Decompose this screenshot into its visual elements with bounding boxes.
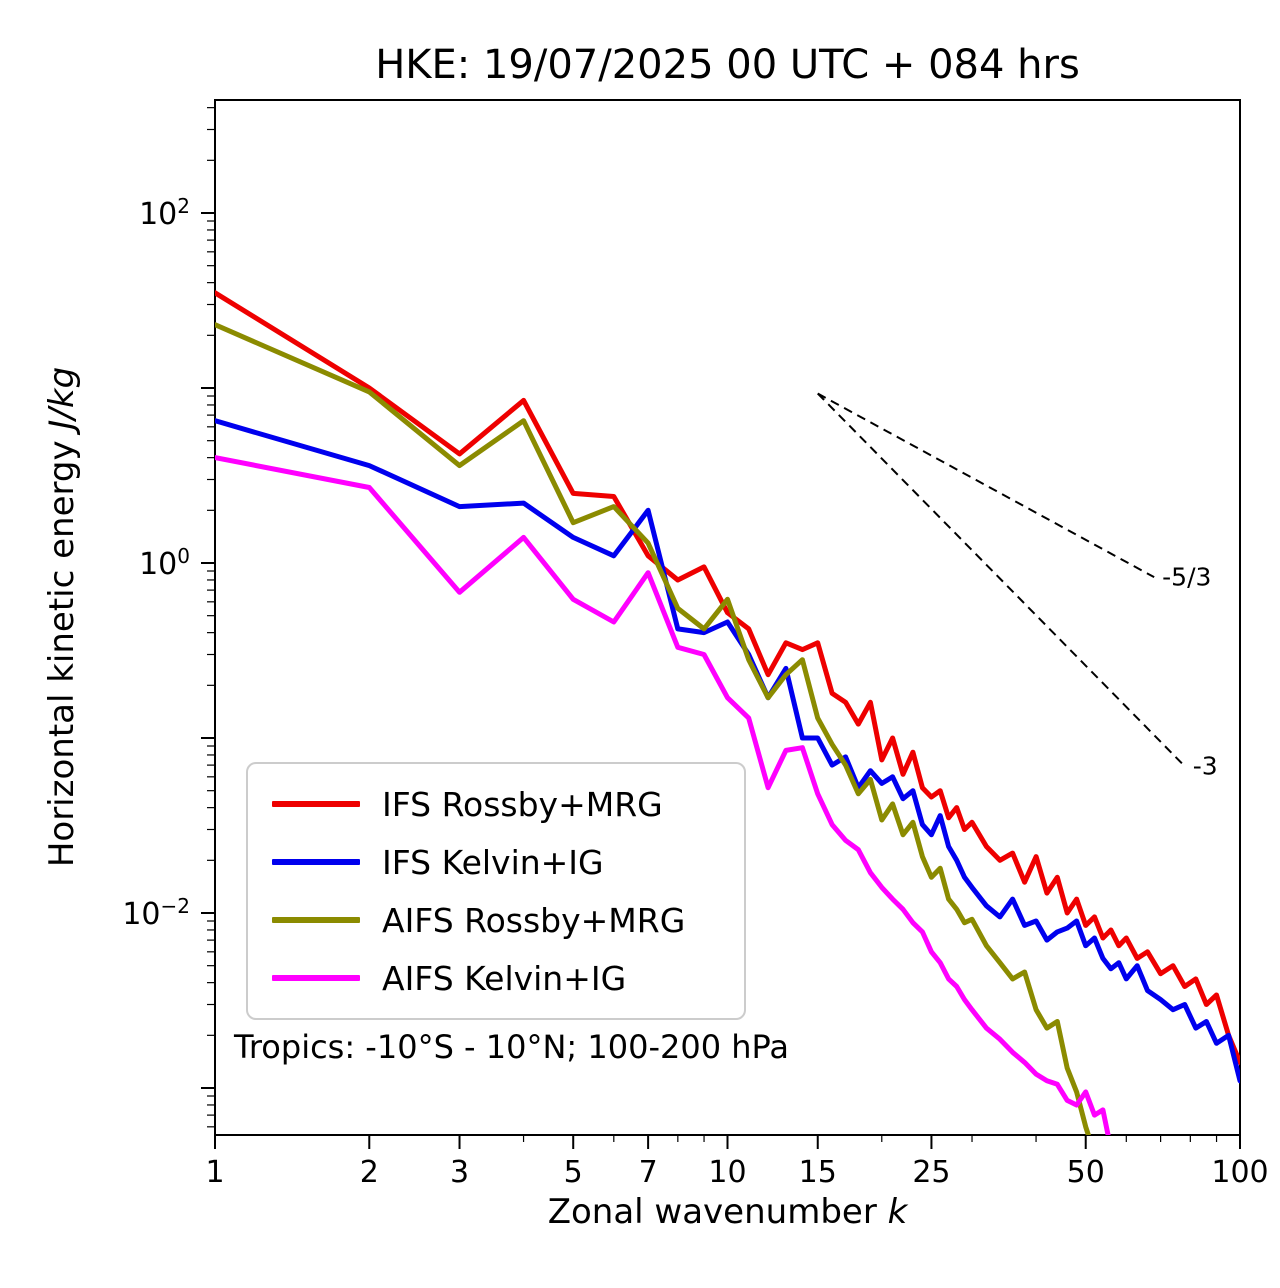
reference-slope-line-1 <box>817 392 1186 767</box>
legend: IFS Rossby+MRG IFS Kelvin+IG AIFS Rossby… <box>246 762 746 1020</box>
x-tick-label: 7 <box>638 1155 658 1190</box>
slope-label-3: -3 <box>1192 751 1218 781</box>
x-tick-label: 50 <box>1066 1155 1105 1190</box>
legend-swatch-aifs-rossby-mrg <box>272 917 360 923</box>
legend-entry-aifs-kelvin-ig: AIFS Kelvin+IG <box>272 956 720 1000</box>
x-axis-label: Zonal wavenumber k <box>215 1192 1240 1232</box>
series-line-3 <box>215 455 1111 1135</box>
legend-label-ifs-rossby-mrg: IFS Rossby+MRG <box>382 784 663 824</box>
legend-label-aifs-kelvin-ig: AIFS Kelvin+IG <box>382 958 627 998</box>
x-tick-label: 5 <box>563 1155 583 1190</box>
y-tick-label: 10−2 <box>122 894 190 932</box>
x-tick-label: 1 <box>205 1155 225 1190</box>
y-tick-label: 102 <box>139 194 190 232</box>
series-line-1 <box>215 418 1240 1084</box>
x-tick-label: 100 <box>1211 1155 1269 1190</box>
legend-entry-aifs-rossby-mrg: AIFS Rossby+MRG <box>272 898 720 942</box>
y-axis-label-units: J/kg <box>42 366 82 430</box>
legend-entry-ifs-rossby-mrg: IFS Rossby+MRG <box>272 782 720 826</box>
x-axis-label-text: Zonal wavenumber <box>547 1192 888 1232</box>
x-tick-label: 2 <box>359 1155 379 1190</box>
legend-swatch-ifs-kelvin-ig <box>272 859 360 865</box>
x-axis-label-var: k <box>887 1192 908 1232</box>
legend-swatch-aifs-kelvin-ig <box>272 975 360 981</box>
y-axis-label: Horizontal kinetic energy J/kg <box>42 367 82 867</box>
series-line-2 <box>215 322 1091 1135</box>
chart-title: HKE: 19/07/2025 00 UTC + 084 hrs <box>375 42 1080 88</box>
legend-label-ifs-kelvin-ig: IFS Kelvin+IG <box>382 842 604 882</box>
series-line-0 <box>215 290 1240 1065</box>
x-tick-label: 3 <box>449 1155 470 1190</box>
legend-swatch-ifs-rossby-mrg <box>272 801 360 807</box>
x-tick-label: 10 <box>708 1155 747 1190</box>
slope-label-53: -5/3 <box>1162 562 1212 592</box>
y-axis-label-text: Horizontal kinetic energy <box>42 429 82 868</box>
reference-slope-line-0 <box>817 392 1155 579</box>
legend-label-aifs-rossby-mrg: AIFS Rossby+MRG <box>382 900 686 940</box>
x-tick-label: 15 <box>798 1155 837 1190</box>
x-tick-label: 25 <box>912 1155 951 1190</box>
legend-entry-ifs-kelvin-ig: IFS Kelvin+IG <box>272 840 720 884</box>
region-annotation: Tropics: -10°S - 10°N; 100-200 hPa <box>234 1028 789 1066</box>
y-tick-label: 100 <box>139 544 190 582</box>
